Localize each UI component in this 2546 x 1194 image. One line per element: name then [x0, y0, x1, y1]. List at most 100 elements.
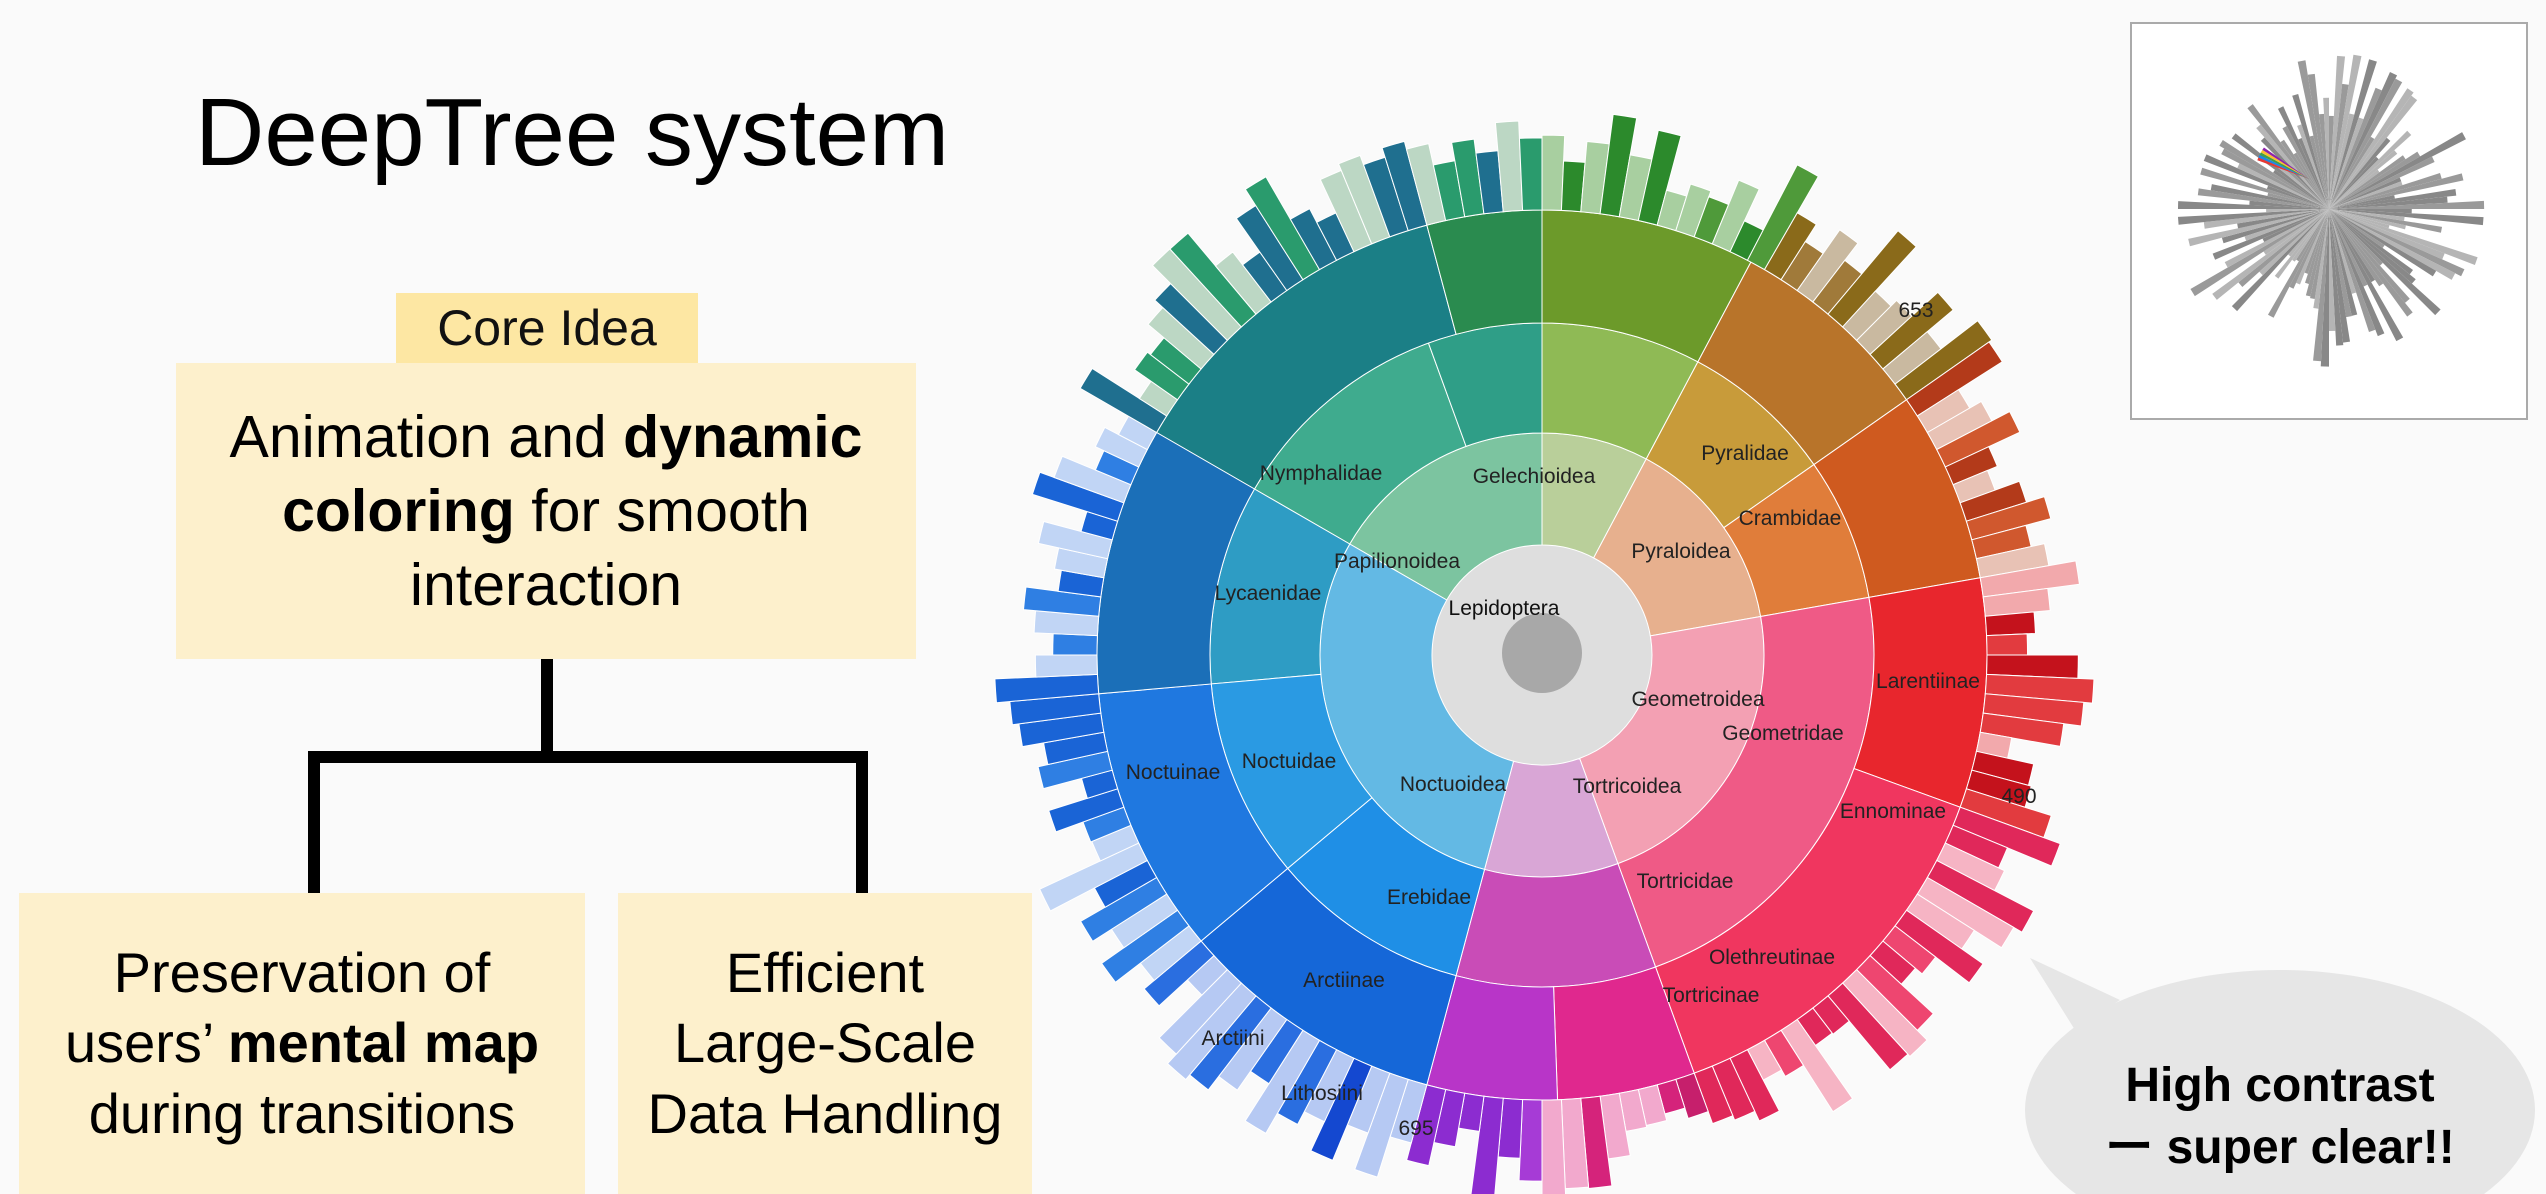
minimap-wedge	[2249, 200, 2329, 209]
sunburst-label: 490	[2001, 785, 2036, 808]
sunburst-label: Noctuinae	[1126, 761, 1221, 784]
core-idea-box: Animation and dynamic coloring for smoot…	[176, 363, 916, 659]
minimap-wedge	[2212, 209, 2329, 260]
minimap-wedge	[2329, 88, 2414, 209]
minimap-wedge	[2267, 209, 2329, 318]
minimap-wedge	[2297, 60, 2329, 209]
minimap-thumbnail	[2177, 54, 2485, 367]
minimap-wedge	[2329, 78, 2403, 209]
minimap-wedge	[2329, 209, 2404, 342]
minimap-wedge	[2190, 209, 2329, 297]
minimap-wedge	[2329, 209, 2413, 317]
minimap-wedge	[2297, 124, 2329, 209]
minimap-wedge	[2329, 209, 2445, 260]
minimap-wedge	[2329, 209, 2336, 331]
sunburst-label: Crambidae	[1739, 507, 1842, 530]
sunburst-label: Tortricinae	[1663, 984, 1760, 1007]
minimap-wedge	[2329, 130, 2412, 209]
minimap-wedge	[2329, 150, 2398, 209]
minimap-wedge	[2329, 209, 2456, 280]
bubble-line-2: ー super clear!!	[2105, 1121, 2455, 1175]
right-text-2: Large-Scale	[674, 1011, 976, 1075]
minimap-wedge	[2177, 209, 2329, 225]
minimap-wedge	[2329, 196, 2448, 209]
minimap-wedge	[2329, 177, 2402, 209]
sunburst-label: Pyralidae	[1701, 442, 1789, 465]
connector-vertical	[541, 659, 553, 755]
root-center[interactable]	[1502, 613, 1582, 693]
minimap-wedge	[2329, 151, 2421, 209]
sunburst-label: Erebidae	[1387, 886, 1471, 909]
core-text-bold-2: coloring	[282, 477, 515, 544]
minimap-wedge	[2320, 209, 2329, 367]
connector-horizontal	[308, 751, 868, 763]
minimap-wedge	[2188, 209, 2329, 247]
minimap-highlight	[2258, 154, 2309, 179]
sunburst-label: 653	[1898, 299, 1933, 322]
connector-right-drop	[856, 751, 868, 893]
minimap-wedge	[2237, 163, 2329, 209]
minimap-wedge	[2277, 106, 2329, 209]
minimap-wedge	[2259, 209, 2329, 276]
sunburst-label: Geometridae	[1722, 722, 1843, 745]
left-text-3: during transitions	[88, 1081, 516, 1145]
minimap-wedge	[2329, 87, 2382, 209]
sunburst-label: Nymphalidae	[1260, 462, 1383, 485]
minimap-wedge	[2329, 209, 2414, 275]
minimap-wedge	[2267, 192, 2329, 209]
minimap-wedge	[2329, 155, 2406, 209]
minimap-wedge	[2329, 117, 2364, 209]
sunburst-label: Geometroidea	[1631, 688, 1764, 711]
minimap-wedge	[2293, 152, 2329, 209]
minimap-wedge	[2329, 209, 2352, 318]
minimap-wedge	[2329, 209, 2465, 277]
minimap-wedge	[2273, 169, 2329, 209]
sunburst-label: Papilionoidea	[1334, 550, 1460, 573]
minimap-wedge	[2329, 132, 2466, 209]
minimap-wedge	[2329, 209, 2441, 316]
sunburst-label: Tortricidae	[1637, 870, 1734, 893]
minimap-wedge	[2221, 148, 2329, 209]
minimap-wedge	[2329, 209, 2368, 287]
ring4-segment[interactable]	[1518, 137, 1543, 211]
minimap-wedge	[2329, 209, 2478, 266]
sunburst-label: Arctiini	[1201, 1027, 1264, 1050]
overview-minimap[interactable]	[2130, 22, 2528, 420]
minimap-highlight	[2260, 149, 2309, 179]
minimap-wedge	[2219, 140, 2329, 209]
minimap-wedge	[2329, 55, 2346, 209]
minimap-wedge	[2309, 135, 2329, 209]
minimap-wedge	[2329, 72, 2398, 209]
minimap-wedge	[2329, 209, 2416, 284]
left-text-2: users’	[64, 1011, 228, 1075]
minimap-wedge	[2329, 209, 2384, 287]
minimap-wedge	[2329, 209, 2412, 214]
minimap-wedge	[2329, 209, 2406, 230]
minimap-wedge	[2305, 209, 2329, 297]
minimap-wedge	[2244, 209, 2329, 241]
minimap-wedge	[2298, 137, 2329, 209]
sunburst-label: 695	[1398, 1117, 1433, 1140]
minimap-wedge	[2256, 124, 2329, 209]
bubble-text: High contrast ー super clear!!	[2040, 1055, 2520, 1180]
minimap-wedge	[2329, 209, 2385, 248]
mental-map-box: Preservation of users’ mental map during…	[19, 893, 585, 1194]
minimap-wedge	[2177, 201, 2329, 209]
bubble-line-1: High contrast	[2125, 1059, 2435, 1112]
minimap-wedge	[2280, 162, 2329, 209]
minimap-wedge	[2329, 156, 2379, 209]
minimap-wedge	[2263, 209, 2329, 255]
minimap-wedge	[2329, 54, 2362, 209]
minimap-wedge	[2329, 188, 2457, 209]
minimap-wedge	[2292, 209, 2329, 262]
right-text-3: Data Handling	[647, 1081, 1003, 1145]
minimap-wedge	[2329, 209, 2405, 221]
minimap-wedge	[2296, 209, 2329, 285]
minimap-wedge	[2307, 73, 2329, 209]
slide-title: DeepTree system	[195, 79, 950, 186]
minimap-wedge	[2329, 209, 2410, 303]
minimap-wedge	[2329, 200, 2485, 209]
minimap-wedge	[2288, 209, 2329, 257]
